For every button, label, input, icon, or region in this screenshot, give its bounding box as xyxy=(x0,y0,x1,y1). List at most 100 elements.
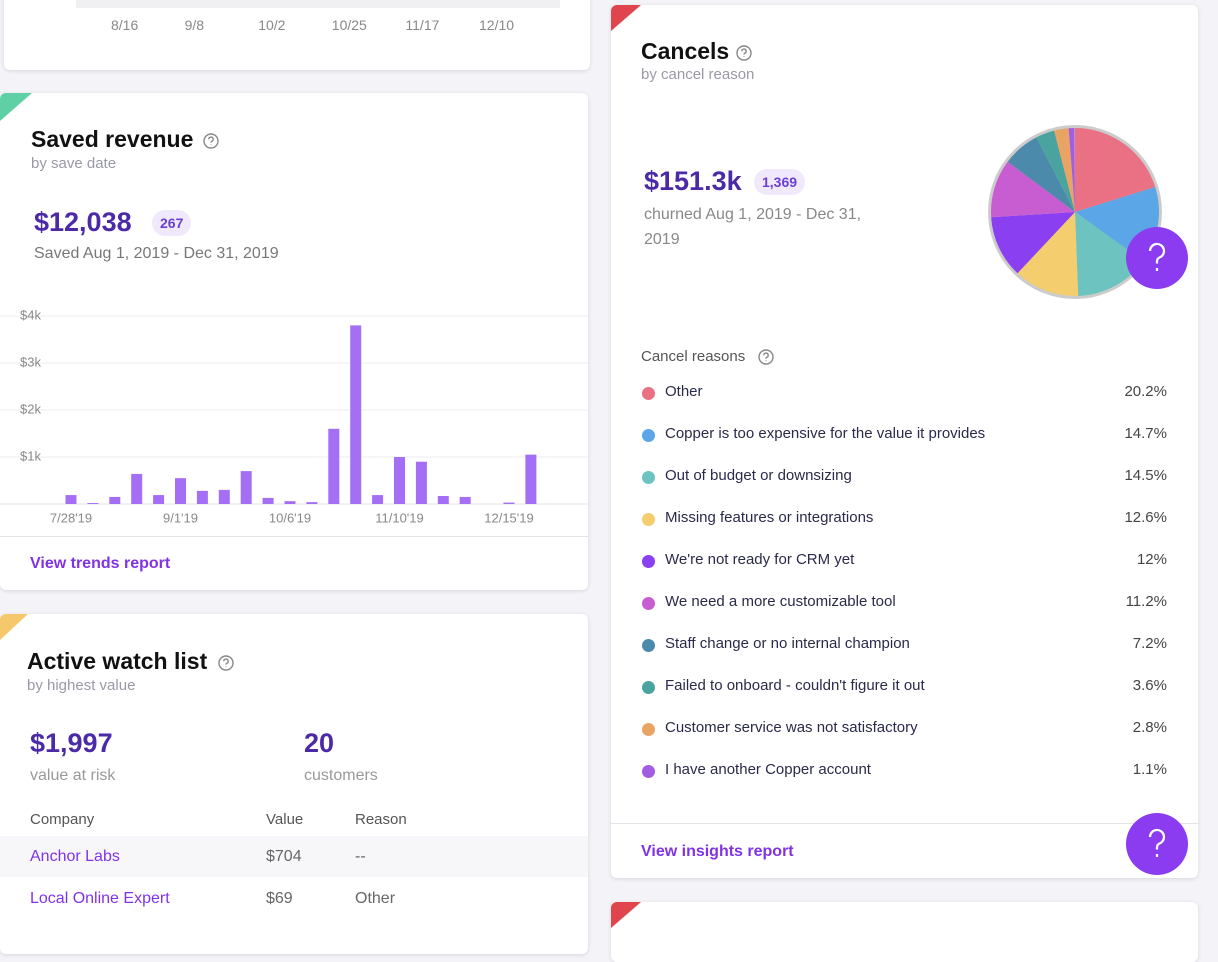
period: Saved Aug 1, 2019 - Dec 31, 2019 xyxy=(34,245,279,262)
card-subtitle: by save date xyxy=(31,155,117,172)
value-label: 2.8% xyxy=(1132,719,1167,736)
table-cell: -- xyxy=(355,848,366,865)
bar xyxy=(175,478,186,504)
legend-label: Staff change or no internal champion xyxy=(665,635,910,652)
pie-slice xyxy=(991,212,1075,274)
legend-label: Customer service was not satisfactory xyxy=(665,719,918,736)
value-label: 12.6% xyxy=(1124,509,1167,526)
amount: $151.3k xyxy=(644,166,742,196)
x-tick-label: 9/1'19 xyxy=(163,510,198,525)
help-icon[interactable] xyxy=(758,349,774,365)
help-icon[interactable] xyxy=(736,45,752,61)
bar xyxy=(415,461,427,504)
bar xyxy=(284,501,296,504)
y-tick-label: $3k xyxy=(20,354,41,369)
corner xyxy=(611,5,641,31)
legend-dot xyxy=(642,681,655,694)
saved-revenue-card: Saved revenue by save date $12,038 267 S… xyxy=(0,93,588,590)
table-cell: Other xyxy=(355,890,396,907)
card-subtitle: by cancel reason xyxy=(641,66,755,83)
value-at-risk: $1,997 xyxy=(30,728,113,758)
pie-slice xyxy=(1068,128,1075,212)
reasons-title: Cancel reasons xyxy=(641,348,746,365)
legend-label: I have another Copper account xyxy=(665,761,871,778)
legend-dot xyxy=(642,513,655,526)
column-header: Value xyxy=(266,811,304,828)
pie-slice xyxy=(1036,130,1075,212)
legend-label: Failed to onboard - couldn't figure it o… xyxy=(665,677,925,694)
x-tick-label: 12/15'19 xyxy=(484,510,533,525)
next-card xyxy=(611,902,1198,962)
table-cell: $704 xyxy=(266,848,302,865)
value-label: 1.1% xyxy=(1132,761,1167,778)
table-cell: $69 xyxy=(266,890,293,907)
bar xyxy=(525,454,537,504)
card-title: Cancels xyxy=(641,38,730,64)
bar xyxy=(394,457,405,504)
value-label: 14.7% xyxy=(1124,425,1167,442)
y-tick-label: $2k xyxy=(20,401,41,416)
card-subtitle: by highest value xyxy=(27,677,136,694)
insights-link[interactable]: View insights report xyxy=(641,843,794,860)
legend-dot xyxy=(642,555,655,568)
bar xyxy=(153,495,165,504)
bar xyxy=(350,325,362,504)
x-tick-label: 11/17 xyxy=(405,17,440,33)
company-link[interactable]: Local Online Expert xyxy=(30,890,170,907)
legend-dot xyxy=(642,597,655,610)
pie-slice xyxy=(991,161,1075,218)
y-tick-label: $1k xyxy=(20,448,41,463)
period: churned Aug 1, 2019 - Dec 31, 2019 xyxy=(644,206,862,248)
top-card: 8/16 9/8 10/2 10/25 11/17 12/10 xyxy=(4,0,590,70)
legend-label: We're not ready for CRM yet xyxy=(665,551,855,568)
chart-area xyxy=(76,0,560,8)
bar xyxy=(65,495,77,504)
help-button[interactable] xyxy=(1125,226,1189,290)
legend-dot xyxy=(642,429,655,442)
value-at-risk-label: value at risk xyxy=(30,767,116,784)
pie-slice xyxy=(1007,137,1075,212)
x-tick-label: 7/28'19 xyxy=(50,510,92,525)
trends-link[interactable]: View trends report xyxy=(30,555,171,572)
value-label: 11.2% xyxy=(1125,593,1167,610)
value-label: 12% xyxy=(1136,551,1167,568)
x-tick-label: 9/8 xyxy=(184,17,205,33)
legend-label: Other xyxy=(665,383,703,400)
bar xyxy=(306,502,318,504)
corner xyxy=(0,614,28,640)
value-label: 14.5% xyxy=(1124,467,1167,484)
card-title: Saved revenue xyxy=(31,126,194,152)
legend-label: We need a more customizable tool xyxy=(665,593,896,610)
customers: 20 xyxy=(304,728,335,758)
watch-list-card: Active watch list by highest value $1,99… xyxy=(0,614,588,954)
customers-label: customers xyxy=(304,767,378,784)
legend-dot xyxy=(642,471,655,484)
corner xyxy=(611,902,641,928)
company-link[interactable]: Anchor Labs xyxy=(30,848,120,865)
bar xyxy=(503,502,515,504)
bar xyxy=(240,471,252,504)
legend-dot xyxy=(642,765,655,778)
bar-chart: $1k $2k $3k $4k 7/28'19 9/1'19 10/6'19 11/10'19… xyxy=(0,307,588,525)
pie-slice xyxy=(1054,128,1075,212)
x-tick-label: 10/6'19 xyxy=(269,510,311,525)
column-header: Reason xyxy=(355,811,407,828)
card-title: Active watch list xyxy=(27,648,208,674)
help-button[interactable] xyxy=(1125,812,1189,876)
bar xyxy=(262,497,274,504)
amount: $12,038 xyxy=(34,207,132,237)
divider xyxy=(611,330,1198,344)
x-tick-label: 10/25 xyxy=(331,17,367,33)
pie-chart xyxy=(988,125,1162,299)
bar xyxy=(109,496,121,504)
value-label: 7.2% xyxy=(1132,635,1167,652)
legend-dot xyxy=(642,387,655,400)
help-icon[interactable] xyxy=(203,133,219,149)
column-header: Company xyxy=(30,811,95,828)
value-label: 3.6% xyxy=(1132,677,1167,694)
help-icon[interactable] xyxy=(218,655,234,671)
x-tick-label: 10/2 xyxy=(258,17,286,33)
bar xyxy=(437,496,449,504)
pie-slice xyxy=(1017,212,1079,296)
